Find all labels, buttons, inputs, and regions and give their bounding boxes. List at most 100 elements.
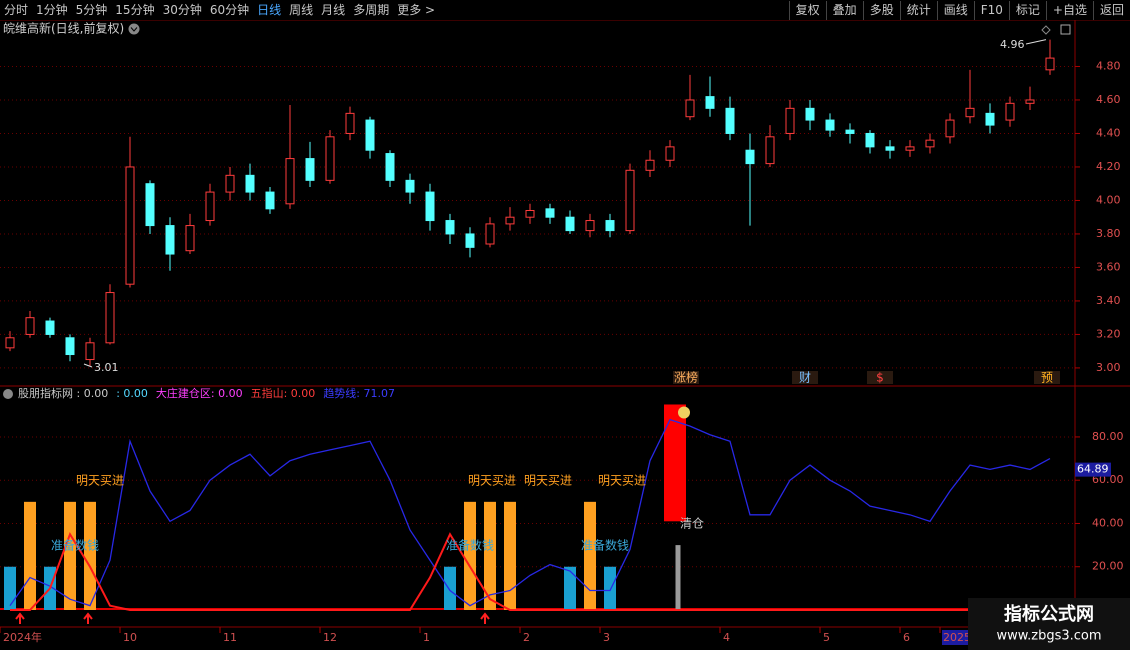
signal-bar [24,501,36,610]
tool-button[interactable]: 复权 [788,0,826,20]
event-marker: 涨榜 [674,370,698,385]
max-label: 4.96 [1000,38,1025,51]
annotation: 准备数钱 [446,538,494,553]
y-tick-label: 3.60 [1096,260,1121,273]
x-tick-label: 5 [823,631,830,644]
candle-body [125,166,135,285]
x-tick-label: 11 [223,631,237,644]
tool-button[interactable]: 多股 [862,0,900,20]
candle-body [765,136,775,165]
candle-body [345,112,355,134]
signal-bar [84,501,96,610]
y-tick-label: 4.60 [1096,93,1121,106]
candle-body [545,208,555,218]
tool-button[interactable]: 叠加 [825,0,863,20]
title-dropdown[interactable] [128,23,140,35]
legend-entry: : 0.00 [116,387,148,400]
candle-body [525,210,535,218]
candle-body [825,119,835,131]
signal-bar [604,566,616,610]
y-tick-label: 3.20 [1096,327,1121,340]
candle-body [565,216,575,232]
x-tick-label: 12 [323,631,337,644]
candle-body [445,220,455,235]
candle-body [685,99,695,118]
signal-bar [464,501,476,610]
event-marker-bg [673,371,699,384]
period-tab[interactable]: 更多 > [397,2,436,17]
candle-body [105,292,115,344]
annotation: 准备数钱 [581,538,629,553]
tool-button[interactable]: 统计 [899,0,937,20]
legend-entry: 股朋指标网 : 0.00 [18,386,108,400]
period-tab[interactable]: 1分钟 [36,2,68,17]
period-tab[interactable]: 15分钟 [115,2,155,17]
period-tab[interactable]: 分时 [4,2,29,17]
tool-button[interactable]: 标记 [1008,0,1046,20]
annotation: 明天买进 [468,474,516,488]
tool-button[interactable]: 画线 [936,0,974,20]
signal-bar [584,501,596,610]
signal-bar [564,566,576,610]
tool-button[interactable]: F10 [973,0,1009,20]
legend-icon [3,389,13,399]
event-marker: 财 [799,371,811,385]
candle-body [65,337,75,356]
candle-body [1005,102,1015,121]
period-tab[interactable]: 5分钟 [75,2,108,17]
pointer [83,363,93,368]
value-tag-label: 64.89 [1077,463,1109,476]
candle-body [605,220,615,232]
candle-body [245,174,255,193]
event-marker: 预 [1041,371,1053,385]
x-tick-label: 1 [423,631,430,644]
legend-entry: 趋势线: 71.07 [323,386,395,400]
candle-body [805,107,815,121]
candle-body [845,129,855,134]
candle-body [25,317,35,335]
tool-button[interactable]: +自选 [1045,0,1093,20]
candle-body [585,220,595,232]
signal-bar [504,501,516,610]
watermark: 指标公式网 www.zbgs3.com [968,598,1130,650]
period-tab[interactable]: 60分钟 [209,2,250,17]
candle-body [5,337,15,349]
event-marker: $ [876,371,884,385]
x-tick-label: 2024年 [3,630,42,644]
money-bag-icon [678,406,690,419]
x-tick-label: 2 [523,631,530,644]
period-tab[interactable]: 月线 [321,2,346,17]
candle-body [145,183,155,227]
period-tabs: 分时 1分钟 5分钟 15分钟 30分钟 60分钟 日线 周线 月线 多周期 更多 > [0,0,439,20]
tool-button[interactable]: 返回 [1092,0,1130,20]
signal-bar [444,566,456,610]
candle-body [185,225,195,252]
tool-buttons: 复权 叠加 多股 统计 画线 F10 标记 +自选 返回 [788,0,1130,20]
candle-body [325,136,335,181]
signal-bar [64,501,76,610]
annotation: 明天买进 [524,474,572,488]
arrow [83,612,93,624]
indicator-line [9,418,1051,607]
range-bar [664,404,686,522]
candle-body [425,191,435,222]
candle-body [165,225,175,255]
period-tab[interactable]: 日线 [257,2,282,17]
period-tab[interactable]: 30分钟 [162,2,202,17]
panel-icon[interactable] [1060,24,1071,35]
watermark-box [968,598,1130,650]
annotation: 明天买进 [598,474,646,488]
x-tick-label: 2025/ [943,631,975,644]
candle-body [305,158,315,181]
period-tab[interactable]: 周线 [289,2,314,17]
x-tick-label: 6 [903,631,910,644]
diamond-icon[interactable] [1041,25,1051,35]
y-tick-label: 4.20 [1096,160,1121,173]
annotation: 准备数钱 [51,538,99,553]
candle-body [945,119,955,138]
period-tab[interactable]: 多周期 [353,2,390,17]
candle-body [45,320,55,335]
candle-body [485,223,495,245]
arrow [15,612,25,624]
candle-body [205,191,215,222]
